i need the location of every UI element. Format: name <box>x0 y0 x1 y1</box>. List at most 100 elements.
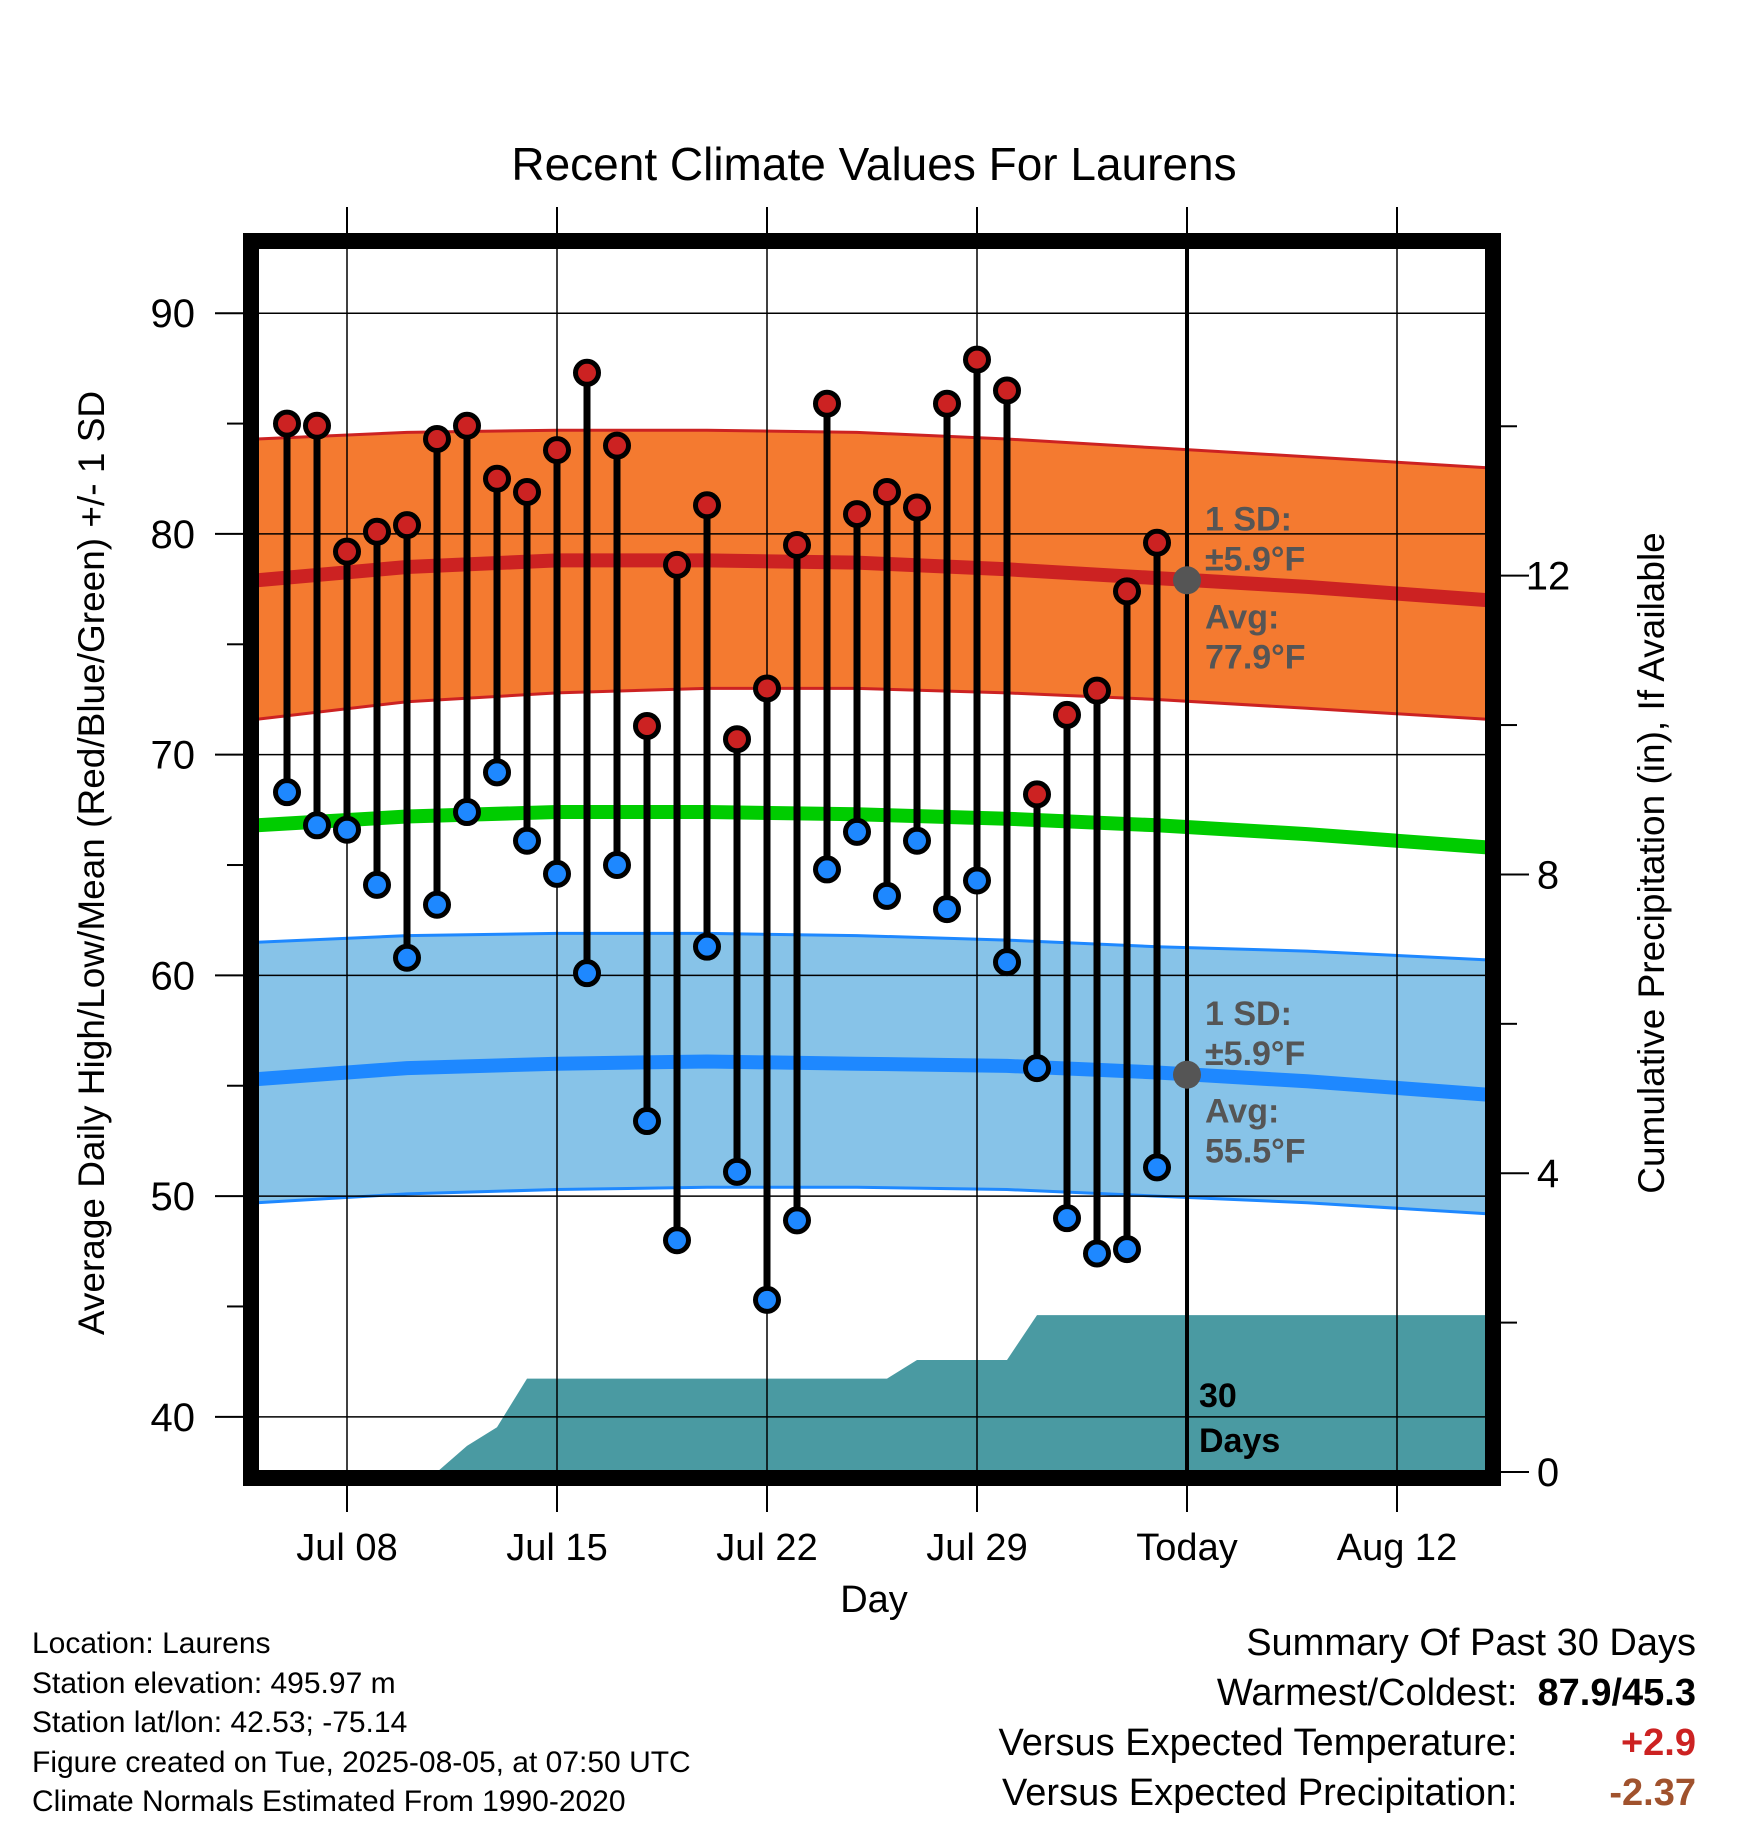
normal-mean-line <box>257 805 1487 855</box>
normal-low-avg-line <box>257 1054 1487 1102</box>
y-axis-label: Average Daily High/Low/Mean (Red/Blue/Gr… <box>71 391 112 1335</box>
daily-high-point <box>573 358 601 387</box>
daily-high-point <box>543 436 571 465</box>
daily-low-point <box>543 859 571 888</box>
daily-high-point <box>1053 700 1081 729</box>
normal-low-lower-line <box>257 1185 1487 1216</box>
daily-high-point <box>1023 780 1051 809</box>
daily-high-point <box>333 537 361 566</box>
normals-text: Climate Normals Estimated From 1990-2020 <box>32 1785 626 1818</box>
y2-tick-label: 0 <box>1537 1451 1559 1495</box>
daily-low-point <box>663 1226 691 1255</box>
daily-high-point <box>933 389 961 418</box>
daily-high-point <box>1143 528 1171 557</box>
precip-days-label: Days <box>1199 1422 1280 1460</box>
y2-tick-label: 8 <box>1537 853 1559 897</box>
y2-tick-label: 4 <box>1537 1152 1559 1196</box>
daily-low-point <box>933 895 961 924</box>
daily-high-point <box>483 464 511 493</box>
summary-precip-row: Versus Expected Precipitation: -2.37 <box>999 1768 1696 1818</box>
daily-high-point <box>1083 676 1111 705</box>
daily-low-point <box>963 866 991 895</box>
x-tick-label: Today <box>1136 1527 1237 1569</box>
daily-high-point <box>723 725 751 754</box>
daily-low-point <box>873 881 901 910</box>
daily-low-point <box>813 855 841 884</box>
daily-high-point <box>963 345 991 374</box>
daily-low-point <box>453 798 481 827</box>
daily-low-point <box>573 959 601 988</box>
normal-low-upper-line <box>257 931 1487 962</box>
daily-high-point <box>993 376 1021 405</box>
temp-value: +2.9 <box>1620 1722 1696 1764</box>
daily-low-point <box>753 1285 781 1314</box>
chart-title: Recent Climate Values For Laurens <box>511 138 1236 190</box>
latlon-text: Station lat/lon: 42.53; -75.14 <box>32 1706 408 1739</box>
climate-chart: Recent Climate Values For Laurens 1 SD:±… <box>71 138 1672 1620</box>
x-tick-label: Jul 22 <box>716 1527 817 1569</box>
precip-area <box>257 1315 1487 1472</box>
location-text: Location: Laurens <box>32 1627 271 1660</box>
daily-low-point <box>723 1157 751 1186</box>
x-axis-label: Day <box>840 1579 908 1620</box>
daily-high-point <box>663 550 691 579</box>
daily-high-point <box>903 493 931 522</box>
precip-days-number: 30 <box>1199 1377 1237 1415</box>
summary-temp-row: Versus Expected Temperature: +2.9 <box>999 1718 1696 1768</box>
daily-low-point <box>1113 1235 1141 1264</box>
low-avg-title: Avg: <box>1205 1093 1279 1131</box>
high-avg-value: 77.9°F <box>1205 638 1306 676</box>
daily-low-point <box>303 811 331 840</box>
daily-high-point <box>783 530 811 559</box>
y-tick-label: 70 <box>151 734 196 778</box>
x-tick-label: Aug 12 <box>1337 1527 1457 1569</box>
summary-heading: Summary Of Past 30 Days <box>1246 1622 1696 1664</box>
daily-high-point <box>1113 577 1141 606</box>
precip-label: Versus Expected Precipitation: <box>1002 1772 1518 1814</box>
y2-tick-label: 12 <box>1526 555 1571 599</box>
warmest-value: 87.9/45.3 <box>1537 1672 1696 1714</box>
daily-high-point <box>303 411 331 440</box>
high-sd-title: 1 SD: <box>1205 501 1292 539</box>
low-sd-title: 1 SD: <box>1205 995 1292 1033</box>
temp-label: Versus Expected Temperature: <box>998 1722 1518 1764</box>
daily-low-point <box>903 826 931 855</box>
daily-high-point <box>633 711 661 740</box>
precip-value: -2.37 <box>1609 1772 1696 1814</box>
daily-high-point <box>873 478 901 506</box>
daily-low-point <box>1083 1239 1111 1268</box>
x-tick-label: Jul 15 <box>506 1527 607 1569</box>
daily-high-point <box>693 491 721 520</box>
daily-high-point <box>453 411 481 440</box>
high-sd-value: ±5.9°F <box>1205 541 1305 579</box>
y-tick-label: 60 <box>151 954 196 998</box>
daily-low-point <box>693 932 721 961</box>
daily-low-point <box>513 826 541 855</box>
daily-high-point <box>273 409 301 438</box>
low-avg-value: 55.5°F <box>1205 1133 1306 1171</box>
daily-low-point <box>1143 1153 1171 1182</box>
daily-low-point <box>1023 1054 1051 1083</box>
x-tick-label: Jul 29 <box>926 1527 1027 1569</box>
y-tick-label: 50 <box>151 1175 196 1219</box>
daily-low-point <box>603 851 631 880</box>
daily-high-point <box>843 500 871 529</box>
daily-low-point <box>783 1206 811 1235</box>
created-text: Figure created on Tue, 2025-08-05, at 07… <box>32 1745 691 1779</box>
x-tick-label: Jul 08 <box>296 1527 397 1569</box>
y-tick-label: 80 <box>151 513 196 557</box>
daily-low-point <box>273 778 301 807</box>
y-tick-label: 90 <box>151 292 196 336</box>
elevation-text: Station elevation: 495.97 m <box>32 1666 396 1700</box>
summary-panel: Summary Of Past 30 Days Warmest/Coldest:… <box>999 1618 1696 1818</box>
plot-frame <box>243 233 1501 1486</box>
y-tick-label: 40 <box>151 1396 196 1440</box>
daily-high-point <box>603 431 631 460</box>
low-sd-value: ±5.9°F <box>1205 1035 1305 1073</box>
daily-low-point <box>333 815 361 844</box>
daily-low-point <box>843 817 871 846</box>
daily-low-point <box>483 758 511 787</box>
daily-high-point <box>513 478 541 506</box>
